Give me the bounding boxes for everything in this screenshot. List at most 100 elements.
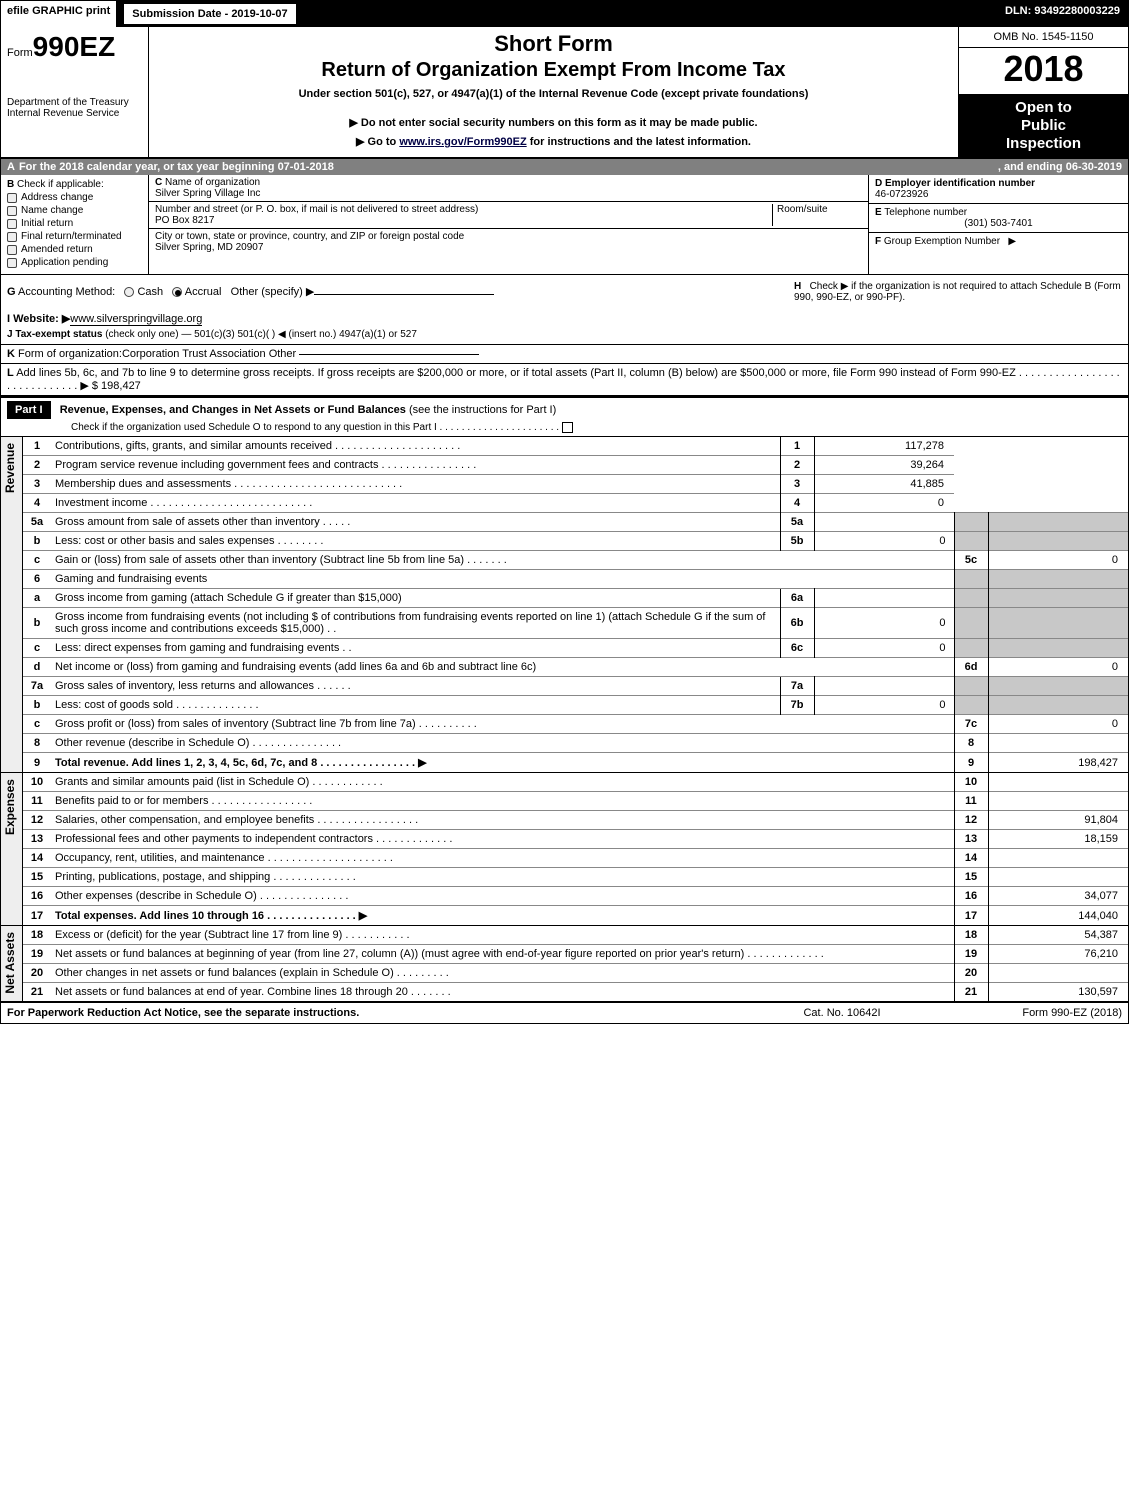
ln: 3	[23, 475, 51, 494]
a-pre: For the 2018 calendar year, or tax year …	[19, 161, 278, 173]
f-label: F	[875, 236, 881, 247]
h-label: H	[794, 281, 801, 292]
e-phone: E Telephone number (301) 503-7401	[869, 204, 1128, 233]
line-5c: cGain or (loss) from sale of assets othe…	[23, 551, 1128, 570]
lnR-shade	[954, 677, 988, 696]
website-link[interactable]: www.silverspringvillage.org	[70, 313, 202, 326]
e-title: Telephone number	[884, 207, 967, 218]
ln: 11	[23, 792, 51, 811]
amt: 34,077	[988, 887, 1128, 906]
k-row: K Form of organization: Corporation Trus…	[1, 345, 1128, 364]
amt-shade	[988, 677, 1128, 696]
netassets-side-label: Net Assets	[1, 926, 23, 1001]
checkbox-icon[interactable]	[7, 193, 17, 203]
amt	[988, 964, 1128, 983]
line-5a: 5aGross amount from sale of assets other…	[23, 513, 1128, 532]
row-a: A For the 2018 calendar year, or tax yea…	[1, 159, 1128, 175]
ln: 8	[23, 734, 51, 753]
ln: 12	[23, 811, 51, 830]
ln: c	[23, 715, 51, 734]
open-line2: Public	[963, 117, 1124, 135]
lnR-shade	[954, 570, 988, 589]
lnR: 2	[780, 456, 814, 475]
ln: 10	[23, 773, 51, 792]
check-box-icon[interactable]	[562, 422, 573, 433]
line-6: 6Gaming and fundraising events	[23, 570, 1128, 589]
line-6d: dNet income or (loss) from gaming and fu…	[23, 658, 1128, 677]
line-19: 19Net assets or fund balances at beginni…	[23, 945, 1128, 964]
netassets-content: 18Excess or (deficit) for the year (Subt…	[23, 926, 1128, 1001]
ln: 19	[23, 945, 51, 964]
desc: Net income or (loss) from gaming and fun…	[51, 658, 954, 677]
desc: Gaming and fundraising events	[51, 570, 954, 589]
a-mid: , and ending	[998, 161, 1066, 173]
lnR: 18	[954, 926, 988, 945]
f-arrow: ▶	[1008, 236, 1016, 247]
g-label: G	[7, 286, 16, 298]
form-label: Form990EZ	[7, 31, 142, 63]
line-1: 1Contributions, gifts, grants, and simil…	[23, 437, 1128, 456]
amt: 76,210	[988, 945, 1128, 964]
lnR-shade	[954, 639, 988, 658]
amt	[988, 868, 1128, 887]
lnR: 12	[954, 811, 988, 830]
b-item-5: Application pending	[7, 257, 142, 268]
desc: Professional fees and other payments to …	[51, 830, 954, 849]
line-14: 14Occupancy, rent, utilities, and mainte…	[23, 849, 1128, 868]
phone-value: (301) 503-7401	[875, 218, 1122, 229]
form-number: 990EZ	[33, 31, 116, 62]
ln: 13	[23, 830, 51, 849]
a-end: 06-30-2019	[1066, 161, 1122, 173]
c-city-cell: City or town, state or province, country…	[149, 229, 868, 255]
revenue-content: 1Contributions, gifts, grants, and simil…	[23, 437, 1128, 772]
sub: 6c	[780, 639, 814, 658]
b-item-1-label: Name change	[21, 205, 83, 216]
desc: Gross amount from sale of assets other t…	[51, 513, 780, 532]
amt: 117,278	[814, 437, 954, 456]
lnR: 13	[954, 830, 988, 849]
form-990ez-page: efile GRAPHIC print Submission Date - 20…	[0, 0, 1129, 1024]
checkbox-icon[interactable]	[7, 258, 17, 268]
a-text: For the 2018 calendar year, or tax year …	[19, 161, 998, 173]
checkbox-icon[interactable]	[7, 206, 17, 216]
goto-link[interactable]: www.irs.gov/Form990EZ	[399, 136, 526, 148]
a-end-wrap: , and ending 06-30-2019	[998, 161, 1122, 173]
b-item-5-label: Application pending	[21, 257, 108, 268]
radio-accrual[interactable]	[172, 287, 182, 297]
desc-b: Total revenue. Add lines 1, 2, 3, 4, 5c,…	[55, 757, 427, 769]
ln: 15	[23, 868, 51, 887]
subamt: 0	[814, 608, 954, 639]
a-label: A	[7, 161, 15, 173]
amt	[988, 792, 1128, 811]
top-bar: efile GRAPHIC print Submission Date - 20…	[1, 1, 1128, 27]
checkbox-icon[interactable]	[7, 219, 17, 229]
lnR: 14	[954, 849, 988, 868]
line-11: 11Benefits paid to or for members . . . …	[23, 792, 1128, 811]
ln: 7a	[23, 677, 51, 696]
e-label: E	[875, 207, 882, 218]
g-accrual: Accrual	[185, 286, 222, 298]
lnR: 8	[954, 734, 988, 753]
checkbox-icon[interactable]	[7, 245, 17, 255]
desc-b: Total expenses. Add lines 10 through 16 …	[55, 910, 367, 922]
b-item-2-label: Initial return	[21, 218, 73, 229]
lnR: 17	[954, 906, 988, 926]
section-c: C Name of organization Silver Spring Vil…	[149, 175, 868, 274]
radio-cash[interactable]	[124, 287, 134, 297]
ln: c	[23, 639, 51, 658]
subamt: 0	[814, 532, 954, 551]
page-footer: For Paperwork Reduction Act Notice, see …	[1, 1003, 1128, 1023]
amt-shade	[988, 589, 1128, 608]
street-block: Number and street (or P. O. box, if mail…	[155, 204, 772, 226]
c-label: C	[155, 177, 162, 188]
g-other-line[interactable]	[314, 294, 494, 295]
lnR: 20	[954, 964, 988, 983]
part-1-label: Part I	[7, 401, 51, 419]
ln: 21	[23, 983, 51, 1002]
amt: 130,597	[988, 983, 1128, 1002]
short-form-title: Short Form	[157, 31, 950, 57]
subamt	[814, 513, 954, 532]
b-item-4: Amended return	[7, 244, 142, 255]
b-item-0: Address change	[7, 192, 142, 203]
checkbox-icon[interactable]	[7, 232, 17, 242]
